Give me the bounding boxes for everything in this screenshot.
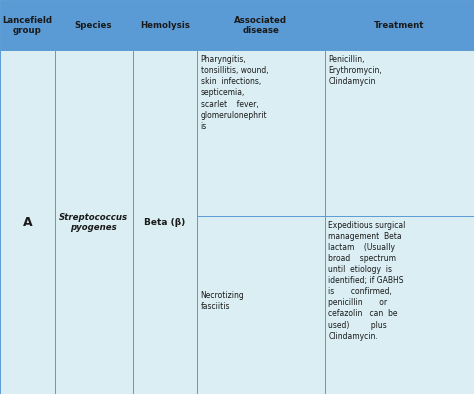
Text: Treatment: Treatment [374, 21, 425, 30]
Text: Expeditious surgical
management  Beta
lactam    (Usually
broad    spectrum
until: Expeditious surgical management Beta lac… [328, 221, 406, 341]
Text: Associated
disease: Associated disease [234, 15, 287, 35]
Text: Species: Species [75, 21, 112, 30]
FancyBboxPatch shape [55, 50, 133, 394]
Text: Streptococcus
pyogenes: Streptococcus pyogenes [59, 212, 128, 232]
Text: Necrotizing
fasciitis: Necrotizing fasciitis [201, 291, 244, 311]
Text: Hemolysis: Hemolysis [140, 21, 190, 30]
FancyBboxPatch shape [325, 50, 474, 216]
Text: Pharyngitis,
tonsillitis, wound,
skin  infections,
septicemia,
scarlet    fever,: Pharyngitis, tonsillitis, wound, skin in… [201, 55, 268, 131]
FancyBboxPatch shape [325, 216, 474, 394]
FancyBboxPatch shape [133, 50, 197, 394]
FancyBboxPatch shape [0, 0, 55, 50]
FancyBboxPatch shape [0, 50, 55, 394]
Text: Beta (β): Beta (β) [144, 218, 185, 227]
FancyBboxPatch shape [133, 0, 197, 50]
FancyBboxPatch shape [55, 0, 133, 50]
FancyBboxPatch shape [197, 216, 325, 394]
Text: A: A [22, 216, 32, 229]
FancyBboxPatch shape [325, 0, 474, 50]
Text: Penicillin,
Erythromycin,
Clindamycin: Penicillin, Erythromycin, Clindamycin [328, 55, 382, 86]
Text: Lancefield
group: Lancefield group [2, 15, 52, 35]
FancyBboxPatch shape [197, 50, 325, 216]
FancyBboxPatch shape [197, 0, 325, 50]
